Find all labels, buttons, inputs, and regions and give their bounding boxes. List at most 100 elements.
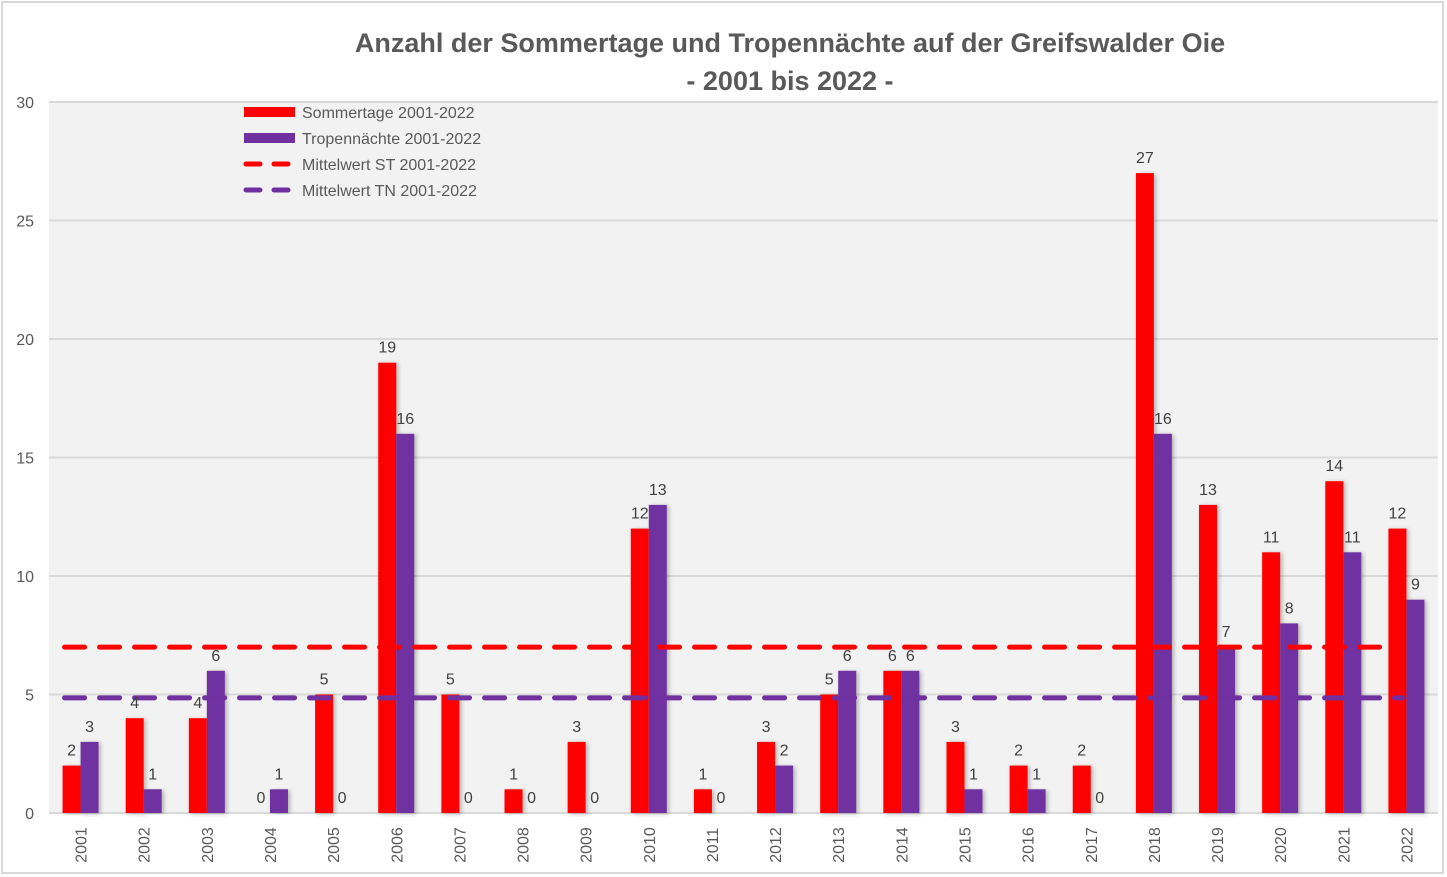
bar-tropennaechte	[269, 789, 288, 813]
y-tick-label: 10	[16, 569, 34, 586]
x-tick-label: 2007	[452, 827, 469, 863]
data-label: 14	[1325, 458, 1343, 475]
data-label: 13	[1199, 482, 1217, 499]
x-tick-label: 2017	[1084, 827, 1101, 863]
legend-swatch	[244, 107, 295, 117]
y-tick-label: 0	[25, 806, 34, 823]
bar-tropennaechte	[901, 670, 920, 813]
data-label: 0	[527, 790, 536, 807]
data-label: 12	[631, 506, 649, 523]
y-tick-label: 20	[16, 332, 34, 349]
bar-sommertage	[757, 741, 776, 813]
bar-sommertage	[504, 789, 523, 813]
bar-sommertage	[1072, 765, 1091, 813]
data-label: 3	[85, 719, 94, 736]
data-label: 2	[1077, 743, 1086, 760]
bar-sommertage	[1135, 173, 1154, 814]
data-label: 2	[67, 743, 76, 760]
x-tick-label: 2013	[831, 827, 848, 863]
bar-tropennaechte	[1343, 552, 1362, 813]
bar-sommertage	[630, 528, 649, 813]
bar-tropennaechte	[1153, 433, 1172, 813]
data-label: 16	[1154, 411, 1172, 428]
bar-sommertage	[820, 694, 839, 813]
y-tick-label: 30	[16, 95, 34, 112]
bar-sommertage	[946, 741, 965, 813]
bar-sommertage	[378, 362, 397, 813]
data-label: 4	[130, 695, 139, 712]
y-tick-label: 5	[25, 688, 34, 705]
data-label: 7	[1222, 624, 1231, 641]
data-label: 3	[572, 719, 581, 736]
x-tick-label: 2010	[642, 827, 659, 863]
bar-tropennaechte	[1280, 623, 1299, 813]
legend-label: Tropennächte 2001-2022	[302, 131, 481, 148]
y-tick-label: 25	[16, 214, 34, 231]
x-tick-label: 2008	[516, 827, 533, 863]
data-label: 0	[338, 790, 347, 807]
data-label: 2	[780, 743, 789, 760]
bar-sommertage	[125, 718, 144, 813]
data-label: 1	[509, 766, 518, 783]
data-label: 1	[275, 766, 284, 783]
data-label: 11	[1344, 529, 1361, 546]
data-label: 16	[396, 411, 414, 428]
data-label: 3	[951, 719, 960, 736]
x-tick-label: 2011	[705, 828, 722, 863]
legend-label: Sommertage 2001-2022	[302, 105, 475, 122]
bar-sommertage	[62, 765, 81, 813]
bar-tropennaechte	[1406, 599, 1425, 813]
bar-tropennaechte	[1027, 789, 1046, 813]
data-label: 6	[843, 648, 852, 665]
bar-sommertage	[1262, 552, 1281, 813]
data-label: 0	[1095, 790, 1104, 807]
data-label: 19	[378, 340, 396, 357]
data-label: 3	[762, 719, 771, 736]
bar-sommertage	[693, 789, 712, 813]
bar-sommertage	[315, 694, 334, 813]
x-tick-label: 2004	[263, 827, 280, 863]
bar-tropennaechte	[143, 789, 162, 813]
bar-tropennaechte	[396, 433, 415, 813]
x-tick-label: 2019	[1210, 827, 1227, 863]
data-label: 1	[698, 766, 707, 783]
bar-tropennaechte	[80, 741, 99, 813]
plot-area: 0510152025302320014120024620030120045020…	[16, 95, 1438, 863]
data-label: 0	[590, 790, 599, 807]
x-tick-label: 2014	[894, 827, 911, 863]
data-label: 6	[211, 648, 220, 665]
bar-sommertage	[567, 741, 586, 813]
bar-tropennaechte	[206, 670, 225, 813]
chart-title: Anzahl der Sommertage und Tropennächte a…	[355, 28, 1225, 58]
bar-sommertage	[441, 694, 460, 813]
data-label: 1	[148, 766, 157, 783]
bar-sommertage	[1009, 765, 1028, 813]
data-label: 12	[1389, 506, 1407, 523]
x-tick-label: 2001	[74, 827, 91, 863]
legend: Sommertage 2001-2022 Tropennächte 2001-20…	[243, 105, 481, 200]
data-label: 13	[649, 482, 667, 499]
bar-sommertage	[1388, 528, 1407, 813]
data-label: 0	[257, 790, 266, 807]
x-tick-label: 2012	[768, 827, 785, 863]
x-tick-label: 2006	[389, 827, 406, 863]
data-label: 8	[1285, 600, 1294, 617]
x-tick-label: 2016	[1021, 827, 1038, 863]
x-tick-label: 2002	[137, 827, 154, 863]
x-tick-label: 2020	[1273, 827, 1290, 863]
x-tick-label: 2005	[326, 827, 343, 863]
data-label: 11	[1263, 529, 1280, 546]
data-label: 5	[320, 672, 329, 689]
bar-tropennaechte	[1217, 647, 1236, 813]
data-label: 9	[1411, 577, 1420, 594]
data-label: 1	[1032, 766, 1041, 783]
data-label: 4	[193, 695, 202, 712]
x-tick-label: 2018	[1147, 827, 1164, 863]
bar-tropennaechte	[648, 504, 667, 813]
x-tick-label: 2015	[957, 827, 974, 863]
x-tick-label: 2021	[1336, 827, 1353, 863]
bar-tropennaechte	[838, 670, 857, 813]
data-label: 6	[888, 648, 897, 665]
chart-subtitle: - 2001 bis 2022 -	[686, 66, 893, 96]
